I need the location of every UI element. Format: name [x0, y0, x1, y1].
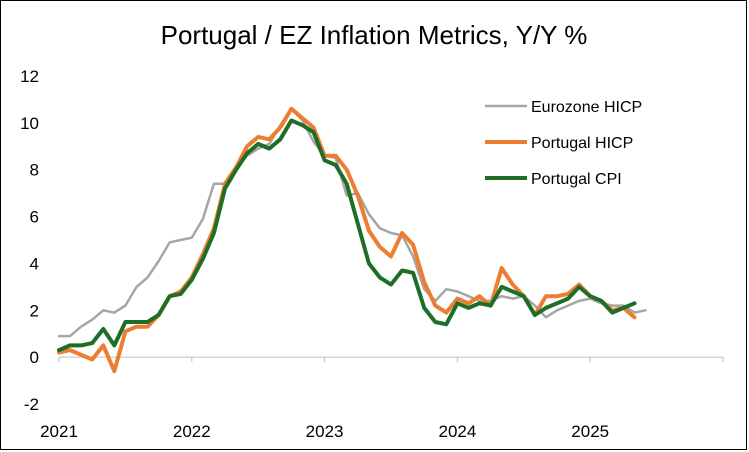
y-tick-label: 6 [30, 208, 39, 227]
x-tick-label: 2022 [173, 422, 211, 441]
y-tick-label: 0 [30, 348, 39, 367]
legend: Eurozone HICP Portugal HICP Portugal CPI [485, 99, 642, 188]
x-tick-label: 2021 [40, 422, 78, 441]
y-tick-label: 10 [20, 114, 39, 133]
y-tick-label: -2 [24, 395, 39, 414]
x-tick-label: 2024 [438, 422, 476, 441]
series-line-portugal-cpi [57, 118, 637, 353]
y-tick-label: 8 [30, 161, 39, 180]
legend-label: Portugal CPI [531, 171, 622, 188]
chart-title: Portugal / EZ Inflation Metrics, Y/Y % [161, 20, 588, 50]
legend-label: Portugal HICP [531, 135, 633, 152]
y-axis-ticks: -2 0 2 4 6 8 10 12 [20, 67, 39, 414]
x-axis-tick-marks [58, 357, 724, 363]
x-tick-label: 2025 [571, 422, 609, 441]
y-tick-label: 4 [30, 254, 39, 273]
series-layer [57, 106, 647, 374]
x-axis-ticks: 2021 2022 2023 2024 2025 [40, 422, 609, 441]
series-line-eurozone-hicp [57, 107, 647, 338]
y-tick-label: 12 [20, 67, 39, 86]
x-tick-label: 2023 [306, 422, 344, 441]
legend-label: Eurozone HICP [531, 99, 642, 116]
y-tick-label: 2 [30, 301, 39, 320]
